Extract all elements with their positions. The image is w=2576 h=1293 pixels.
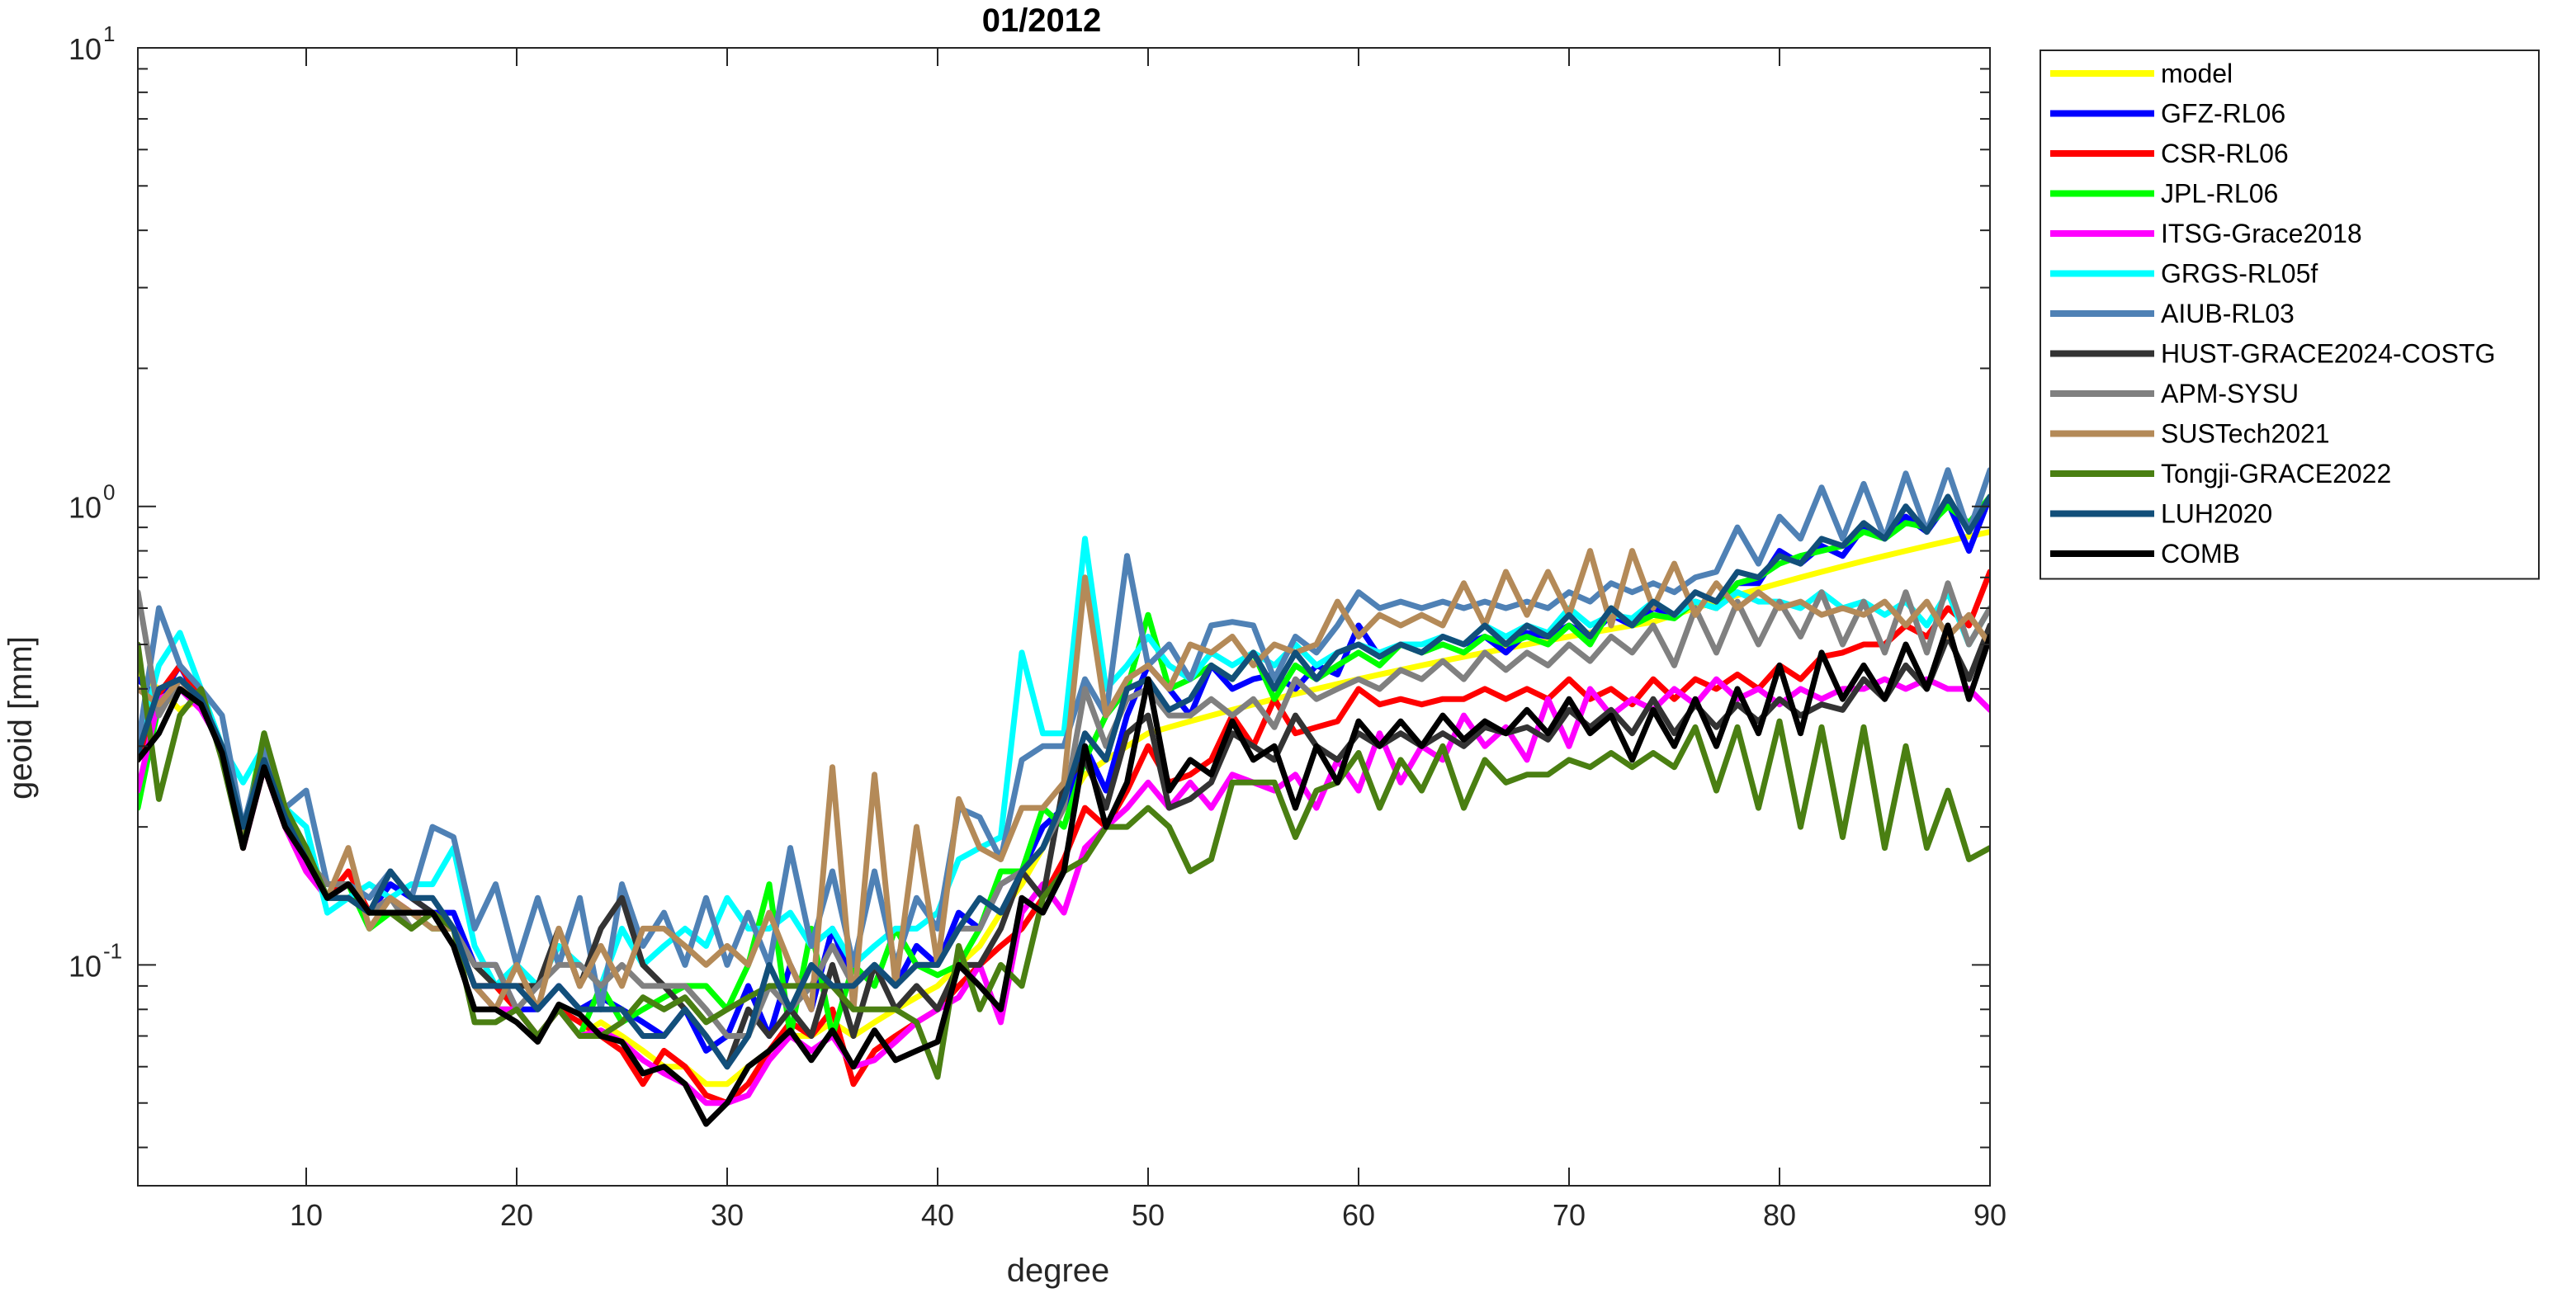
y-tick-exponent: -1 [103, 938, 122, 963]
plot-area [137, 47, 1991, 1187]
x-axis-label: degree [1007, 1253, 1110, 1289]
legend-label-tongji-grace2022: Tongji-GRACE2022 [2161, 459, 2391, 488]
y-tick-label: 10 [69, 32, 102, 66]
legend-label-comb: COMB [2161, 539, 2240, 569]
legend-label-aiub-rl03: AIUB-RL03 [2161, 299, 2295, 328]
y-tick-exponent: 0 [103, 480, 115, 505]
legend-label-csr-rl06: CSR-RL06 [2161, 139, 2289, 168]
legend-label-itsg-grace2018: ITSG-Grace2018 [2161, 219, 2362, 248]
legend-label-luh2020: LUH2020 [2161, 499, 2272, 529]
y-tick-label: 10 [69, 949, 102, 983]
x-tick-label: 10 [290, 1198, 323, 1232]
series-lines [138, 467, 1990, 1127]
y-tick-label: 10 [69, 491, 102, 525]
x-tick-label: 60 [1342, 1198, 1375, 1232]
legend-label-hust-grace2024-costg: HUST-GRACE2024-COSTG [2161, 339, 2495, 369]
x-tick-label: 20 [500, 1198, 533, 1232]
x-tick-label: 40 [921, 1198, 954, 1232]
x-tick-label: 30 [711, 1198, 744, 1232]
x-tick-label: 70 [1553, 1198, 1586, 1232]
legend-label-model: model [2161, 59, 2233, 88]
x-axis: 10 20 30 40 50 60 70 80 90 [290, 48, 2006, 1232]
x-tick-label: 50 [1132, 1198, 1165, 1232]
legend-label-grgs-rl05f: GRGS-RL05f [2161, 259, 2318, 289]
y-tick-exponent: 1 [103, 21, 115, 46]
y-axis-label: geoid [mm] [2, 636, 39, 800]
chart-title: 01/2012 [982, 2, 1102, 39]
series-line-luh2020 [138, 493, 1990, 1070]
legend-label-sustech2021: SUSTech2021 [2161, 419, 2330, 449]
x-tick-label: 80 [1763, 1198, 1796, 1232]
legend-label-apm-sysu: APM-SYSU [2161, 379, 2299, 408]
legend-label-jpl-rl06: JPL-RL06 [2161, 179, 2278, 209]
legend: model GFZ-RL06 CSR-RL06 JPL-RL06 ITSG-Grace2… [2040, 50, 2540, 580]
x-tick-label: 90 [1973, 1198, 2006, 1232]
axes-box [137, 47, 1991, 1187]
series-line-comb [138, 622, 1990, 1127]
legend-label-gfz-rl06: GFZ-RL06 [2161, 99, 2285, 129]
series-line-aiub-rl03 [138, 467, 1990, 1012]
